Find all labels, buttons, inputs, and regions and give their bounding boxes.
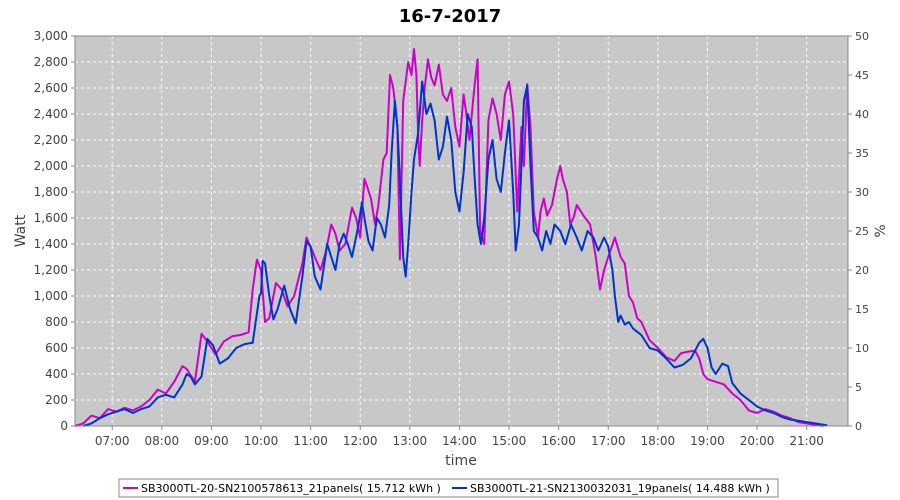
legend-label-series-1: SB3000TL-20-SN2100578613_21panels( 15.71… (141, 482, 441, 495)
legend-label-series-2: SB3000TL-21-SN2130032031_19panels( 14.48… (470, 482, 770, 495)
y-tick-label: 2,600 (34, 81, 68, 95)
series-line-1 (74, 48, 824, 427)
y2-tick-label: 45 (855, 69, 869, 82)
y2-tick-label: 5 (855, 381, 862, 394)
x-tick-label: 20:00 (740, 434, 775, 448)
series-lines (74, 48, 828, 427)
x-tick-label: 18:00 (641, 434, 676, 448)
y2-tick-label: 50 (855, 30, 869, 43)
legend: SB3000TL-20-SN2100578613_21panels( 15.71… (118, 478, 779, 498)
y-tick-label: 2,800 (34, 55, 68, 69)
x-tick-label: 12:00 (343, 434, 378, 448)
chart-title: 16-7-2017 (399, 6, 502, 27)
x-axis: 07:00 08:00 09:00 10:00 11:00 12:00 13:00 14:00… (95, 426, 824, 448)
y2-tick-label: 20 (855, 264, 869, 277)
y-tick-label: 200 (45, 393, 68, 407)
x-tick-label: 15:00 (492, 434, 527, 448)
y-tick-label: 1,600 (34, 211, 68, 225)
y2-tick-label: 30 (855, 186, 869, 199)
y2-axis: 0 5 10 15 20 25 30 35 40 45 50 (848, 30, 869, 433)
y-axis: 0 200 400 600 800 1,000 1,200 1,400 1,600 1,800 2,… (34, 29, 75, 433)
plot-area (75, 36, 848, 426)
y-tick-label: 600 (45, 341, 68, 355)
legend-box (118, 478, 779, 498)
x-tick-label: 11:00 (293, 434, 328, 448)
y-tick-label: 2,400 (34, 107, 68, 121)
y2-tick-label: 0 (855, 420, 862, 433)
y2-tick-label: 15 (855, 303, 869, 316)
y2-tick-label: 40 (855, 108, 869, 121)
y-tick-label: 0 (60, 419, 68, 433)
y-tick-label: 400 (45, 367, 68, 381)
y2-tick-label: 25 (855, 225, 869, 238)
x-tick-label: 16:00 (541, 434, 576, 448)
x-tick-label: 10:00 (244, 434, 279, 448)
x-tick-label: 17:00 (591, 434, 626, 448)
y-tick-label: 1,200 (34, 263, 68, 277)
x-tick-label: 09:00 (194, 434, 229, 448)
y-tick-label: 2,200 (34, 133, 68, 147)
y-axis-label: Watt (13, 214, 29, 247)
y2-tick-label: 10 (855, 342, 869, 355)
x-tick-label: 14:00 (442, 434, 477, 448)
y2-axis-label: % (873, 224, 889, 237)
y-tick-label: 1,000 (34, 289, 68, 303)
y-tick-label: 2,000 (34, 159, 68, 173)
x-tick-label: 19:00 (690, 434, 725, 448)
y-tick-label: 3,000 (34, 29, 68, 43)
x-tick-label: 07:00 (95, 434, 130, 448)
x-tick-label: 08:00 (145, 434, 180, 448)
y-tick-label: 1,400 (34, 237, 68, 251)
x-tick-label: 13:00 (393, 434, 428, 448)
y-tick-label: 800 (45, 315, 68, 329)
series-line-2 (82, 80, 828, 427)
y2-tick-label: 35 (855, 147, 869, 160)
x-tick-label: 21:00 (789, 434, 824, 448)
y-tick-label: 1,800 (34, 185, 68, 199)
x-axis-label: time (445, 453, 477, 469)
